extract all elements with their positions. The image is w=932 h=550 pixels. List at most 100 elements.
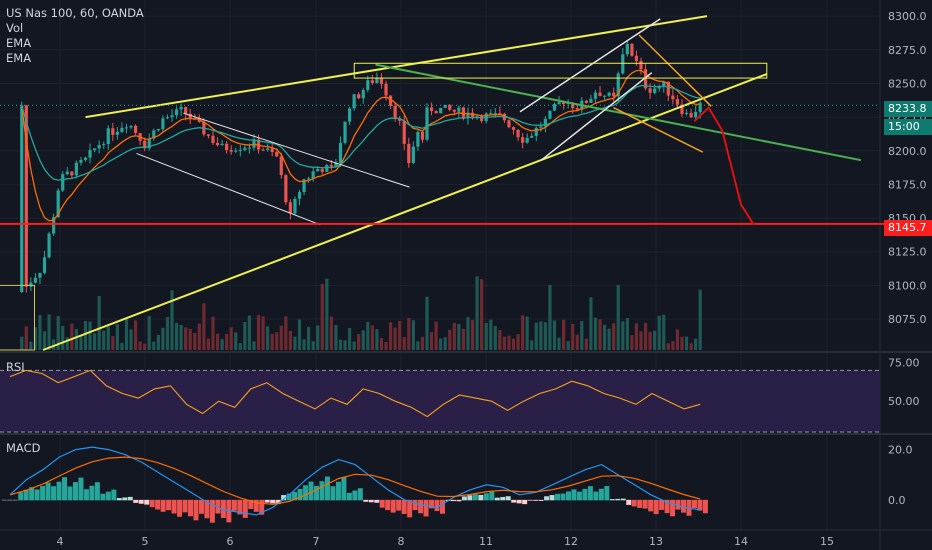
volume-bar [93,333,97,350]
candle-body [38,272,42,278]
main-legend: US Nas 100, 60, OANDA Vol EMA EMA [6,6,144,66]
macd-hist-bar [94,482,100,501]
flag-lower [613,107,704,153]
rsi-title[interactable]: RSI [6,360,25,374]
volume-bar [247,315,252,350]
macd-hist-bar [253,499,259,512]
candle-body [234,150,238,152]
volume-bar [65,337,69,350]
candle-body [416,131,420,147]
macd-hist-bar [571,489,577,501]
candle-body [448,104,452,110]
candle-body [279,156,283,176]
candle-body [507,120,511,128]
macd-hist-bar [598,488,604,501]
candle-body [557,102,561,105]
candle-body [525,137,529,143]
candle-body [402,120,406,144]
volume-bar [161,327,165,350]
volume-bar [279,325,283,350]
trend-drawings[interactable] [0,15,932,351]
rsi-band-fill [0,370,880,432]
macd-hist-bar [275,499,281,505]
candle-body [530,135,534,138]
macd-hist-bar [516,499,522,504]
macd-hist-bar [29,487,35,501]
candle-body [247,147,252,149]
volume-bar [402,337,406,350]
candle-body [657,87,661,89]
volume-bar [302,339,306,350]
macd-hist-bar [286,493,292,501]
candle-body [684,112,689,115]
volume-bar [580,321,584,350]
price-axis[interactable]: 8300.08275.08250.08225.08200.08175.08150… [888,10,927,507]
candle-body [334,162,338,167]
volume-bar [566,341,570,350]
candle-body [584,100,588,103]
study-vol[interactable]: Vol [6,21,24,35]
volume-bar [111,336,115,350]
volume-bar [361,330,365,350]
macd-hist-bar [456,499,462,502]
candle-body [548,110,552,119]
study-ema-1[interactable]: EMA [6,36,32,50]
candle-body [33,277,38,283]
study-ema-2[interactable]: EMA [6,51,32,65]
candle-body [275,152,279,157]
candle-body [106,128,110,145]
candle-body [170,115,174,118]
volume-bar [52,339,56,350]
volume-bar [29,341,33,350]
volume-bar [461,328,466,350]
volume-bar [589,297,593,350]
macd-hist-bar [352,490,358,501]
macd-hist-bar [396,499,402,511]
volume-bar [61,325,65,350]
candle-body [616,73,620,97]
volume-bar [616,284,620,350]
macd-hist-bar [83,489,89,501]
volume-bar [129,329,133,350]
candle-body [589,98,593,103]
volume-bar [234,332,238,350]
macd-hist-bar [434,499,440,512]
volume-bar [143,343,147,350]
candle-body [407,143,411,164]
volume-bar [680,336,684,350]
candle-body [316,169,320,172]
candle-body [543,118,547,127]
volume-bar [320,283,324,350]
volume-bar [516,334,520,350]
volume-bar [202,303,206,350]
macd-hist-bar [138,499,144,504]
macd-hist-bar [270,499,276,504]
volume-bar [407,317,411,350]
volume-bar [293,336,297,350]
macd-hist-bar [45,482,51,501]
volume-bar [452,322,456,350]
macd-title[interactable]: MACD [6,441,41,455]
macd-hist-bar [144,499,150,505]
candle-body [293,198,297,214]
candle-body [97,144,101,149]
time-tick-label: 8 [398,535,405,548]
volume-bar [475,276,479,350]
rsi-legend: RSI [6,360,25,375]
volume-bar [698,289,702,350]
time-axis[interactable]: 4 5 6 7 8 11 12 13 14 15 [57,535,835,548]
macd-tick-label: 0.0 [888,494,906,507]
volume-bar [666,343,670,350]
candle-body [361,89,365,99]
symbol-title[interactable]: US Nas 100, 60, OANDA [6,6,144,20]
volume-bar [38,314,42,350]
candle-body [20,105,24,293]
volume-bar [653,330,657,350]
candle-body [211,135,215,143]
macd-hist-bar [51,486,57,501]
candle-body [88,150,92,158]
macd-hist-bar [357,488,363,501]
macd-hist-bar [155,499,161,510]
candle-body [179,107,183,110]
